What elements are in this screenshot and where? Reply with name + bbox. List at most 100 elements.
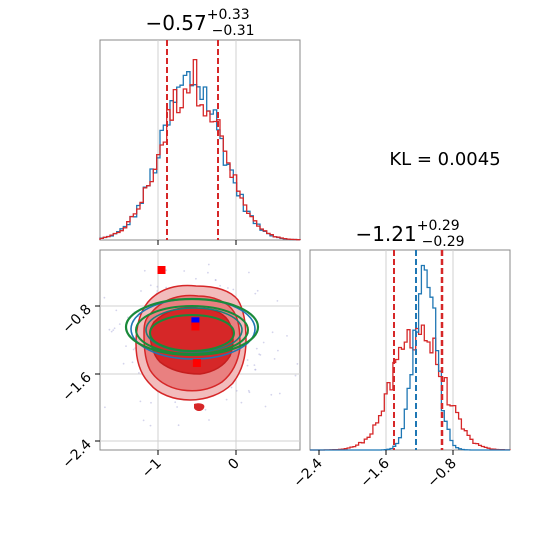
marginal-y-histograms	[310, 264, 511, 451]
marginal-x-title: −0.57+0.33 −0.31	[145, 7, 254, 39]
sample-point	[142, 419, 145, 422]
sample-point	[104, 406, 106, 409]
sample-point	[118, 323, 121, 325]
sample-point	[277, 349, 279, 352]
sample-point	[254, 368, 257, 371]
sample-point	[207, 263, 210, 266]
marginal-y-panel: −2.4 −1.6 −0.8 −1.21+0.29 −0.29	[290, 218, 511, 491]
marginal-y-title-median: −1.21	[355, 222, 416, 246]
reference-point-marker	[192, 359, 201, 367]
sample-point	[139, 400, 142, 403]
sample-point	[240, 401, 243, 404]
sample-point	[286, 335, 288, 337]
sample-point	[174, 401, 177, 404]
sample-point	[270, 393, 273, 396]
sample-point	[137, 315, 140, 318]
sample-point	[195, 277, 197, 280]
sample-point	[138, 372, 140, 374]
marginal-x-histograms	[99, 58, 301, 241]
sample-point	[125, 345, 127, 347]
sample-point	[165, 269, 168, 272]
sample-point	[165, 286, 168, 289]
x-tick-label: −2.4	[290, 455, 325, 490]
sample-point	[149, 424, 152, 427]
sample-point	[273, 358, 276, 360]
sample-point	[115, 309, 118, 312]
sample-point	[271, 331, 274, 334]
sample-point	[235, 389, 238, 392]
reference-point-marker	[157, 266, 166, 274]
marginal-x-panel: −0.57+0.33 −0.31	[99, 7, 301, 245]
contour-green-middle	[135, 305, 249, 355]
sample-point	[248, 391, 251, 394]
x-tick-label: −0.8	[424, 456, 459, 491]
sample-point	[276, 300, 279, 302]
marginal-y-title-minus: −0.29	[422, 234, 465, 250]
marginal-x-title-minus: −0.31	[212, 23, 255, 39]
sample-point	[113, 327, 116, 330]
sample-point	[255, 347, 258, 350]
sample-point	[177, 424, 180, 427]
sample-point	[296, 363, 299, 365]
sample-point	[256, 289, 259, 292]
sample-point	[254, 292, 257, 295]
contour-red-island	[194, 403, 205, 411]
sample-point	[225, 398, 228, 401]
sample-point	[262, 341, 265, 344]
sample-point	[103, 296, 106, 299]
y-tick-label: −1.6	[59, 369, 94, 404]
sample-point	[204, 408, 207, 411]
sample-point	[232, 288, 235, 291]
sample-point	[246, 359, 249, 361]
sample-point	[112, 329, 115, 331]
histogram-blue	[310, 264, 510, 451]
x-tick-label: 0	[225, 456, 243, 474]
reference-point-marker	[191, 317, 200, 326]
y-tick-label: −0.8	[59, 302, 94, 337]
sample-point	[227, 287, 229, 289]
sample-point	[214, 279, 217, 281]
sample-point	[207, 271, 209, 274]
marginal-x-frame	[99, 39, 301, 241]
reference-points	[157, 266, 201, 367]
sample-point	[247, 389, 250, 392]
sample-point	[176, 406, 179, 408]
sample-point	[253, 364, 256, 366]
joint-panel: −1 0 −0.8 −1.6 −2.4	[59, 249, 301, 482]
contour-teal	[145, 307, 243, 353]
sample-point	[143, 269, 146, 272]
sample-point	[183, 270, 186, 272]
sample-point	[156, 290, 159, 292]
marginal-x-title-median: −0.57	[145, 11, 206, 35]
sample-point	[132, 348, 135, 351]
sample-point	[248, 271, 250, 274]
sample-point	[122, 362, 125, 365]
sample-point	[278, 392, 281, 395]
kl-divergence-label: KL = 0.0045	[389, 149, 500, 170]
contour-green-inner	[149, 314, 235, 352]
sample-point	[156, 285, 159, 288]
sample-point	[140, 290, 142, 292]
marginal-y-title-plus: +0.29	[417, 218, 460, 234]
sample-point	[149, 284, 152, 287]
marginal-x-title-plus: +0.33	[207, 7, 250, 23]
sample-point	[131, 361, 134, 364]
sample-point	[110, 330, 113, 333]
y-tick-label: −2.4	[59, 436, 94, 471]
marginal-y-title: −1.21+0.29 −0.29	[355, 218, 464, 250]
sample-point	[108, 328, 111, 331]
sample-point	[208, 419, 210, 421]
reference-point-marker	[191, 322, 200, 331]
histogram-red	[99, 58, 301, 241]
sample-point	[230, 386, 233, 389]
x-tick-label: −1.6	[357, 455, 392, 490]
sample-point	[246, 364, 249, 367]
sample-point	[264, 405, 267, 408]
sample-point	[259, 354, 262, 356]
sample-point	[294, 374, 297, 377]
sample-point	[150, 401, 152, 404]
sample-point	[219, 284, 222, 287]
marginal-y-frame	[309, 249, 511, 451]
x-tick-label: −1	[139, 456, 165, 482]
